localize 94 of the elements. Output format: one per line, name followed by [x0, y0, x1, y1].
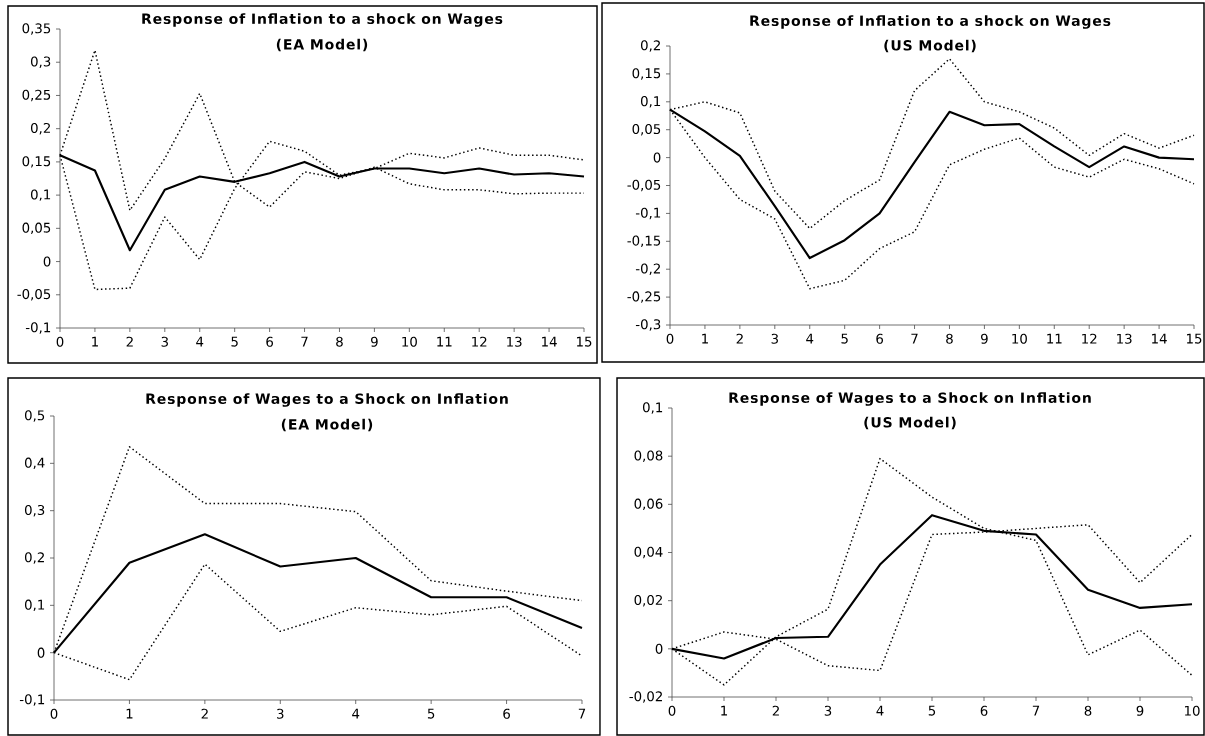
y-tick-label: 0,2 — [30, 122, 50, 135]
x-tick-label: 15 — [1186, 333, 1202, 344]
x-tick-label: 8 — [1084, 705, 1092, 716]
x-tick-label: 0 — [56, 336, 64, 347]
x-tick-label: 4 — [806, 333, 814, 344]
x-tick-label: 2 — [772, 705, 779, 716]
x-tick-label: 2 — [126, 336, 133, 347]
x-tick-label: 2 — [201, 708, 208, 719]
y-tick-label: -0,15 — [627, 235, 661, 248]
text: (US Model) — [864, 416, 956, 430]
y-tick-label: -0,02 — [629, 691, 662, 703]
y-tick-label: 0,04 — [634, 546, 663, 559]
y-tick-label: -0,1 — [25, 322, 51, 334]
x-tick-label: 11 — [1047, 333, 1062, 344]
y-tick-label: 0,5 — [24, 410, 45, 422]
y-tick-label: 0,02 — [634, 594, 662, 607]
y-tick-label: 0,05 — [632, 123, 661, 136]
x-tick-label: 14 — [542, 336, 557, 347]
x-tick-label: 9 — [981, 333, 988, 344]
x-tick-label: 5 — [231, 336, 238, 347]
text: (EA Model) — [276, 38, 368, 52]
y-tick-label: 0,25 — [22, 89, 51, 102]
y-tick-label: 0,3 — [24, 504, 45, 517]
x-tick-label: 7 — [1032, 705, 1040, 716]
y-tick-label: 0,15 — [632, 68, 661, 80]
y-tick-label: 0 — [653, 152, 661, 163]
chart-title: Response of Inflation to a shock on Wages — [750, 15, 1111, 29]
x-tick-label: 13 — [507, 336, 522, 347]
x-tick-label: 3 — [277, 708, 284, 719]
y-tick-label: 0,2 — [640, 40, 660, 52]
x-tick-label: 14 — [1152, 333, 1167, 344]
x-tick-label: 10 — [1184, 705, 1200, 716]
y-tick-label: 0,05 — [22, 222, 51, 235]
y-tick-label: -0,1 — [19, 694, 45, 706]
y-tick-label: 0,35 — [22, 23, 51, 35]
x-tick-label: 13 — [1117, 333, 1132, 344]
x-tick-label: 3 — [161, 336, 168, 347]
y-tick-label: 0,4 — [24, 457, 45, 470]
y-tick-label: 0,06 — [634, 498, 663, 511]
x-tick-label: 6 — [980, 705, 988, 716]
x-tick-label: 6 — [266, 336, 274, 347]
x-tick-label: 12 — [472, 336, 487, 347]
x-tick-label: 3 — [824, 705, 832, 716]
x-tick-label: 4 — [352, 708, 360, 719]
y-tick-label: 0,2 — [24, 552, 44, 564]
y-tick-label: 0 — [37, 647, 45, 658]
y-tick-label: -0,05 — [17, 289, 51, 301]
y-tick-label: -0,05 — [627, 179, 661, 192]
chart-title: Response of Wages to a Shock on Inflation — [729, 392, 1091, 406]
x-tick-label: 7 — [911, 333, 918, 344]
chart-subtitle: (US Model) — [884, 39, 976, 53]
x-tick-label: 12 — [1082, 333, 1097, 344]
y-tick-label: 0 — [655, 643, 663, 654]
x-tick-label: 4 — [196, 336, 204, 347]
x-tick-label: 10 — [1012, 333, 1027, 344]
y-tick-label: 0,1 — [24, 599, 45, 612]
x-tick-label: 1 — [92, 336, 98, 347]
x-tick-label: 10 — [402, 336, 417, 347]
y-tick-label: 0,1 — [642, 402, 663, 414]
y-tick-label: 0,08 — [634, 450, 663, 462]
x-tick-label: 8 — [946, 333, 953, 344]
y-tick-label: -0,3 — [635, 319, 661, 331]
x-tick-label: 0 — [50, 708, 58, 719]
chart-title: Response of Wages to a Shock on Inflation — [146, 393, 508, 407]
x-tick-label: 15 — [576, 336, 592, 347]
x-tick-label: 5 — [427, 708, 435, 719]
y-tick-label: 0,15 — [22, 156, 51, 168]
x-tick-label: 9 — [1136, 705, 1144, 716]
x-tick-label: 3 — [771, 333, 778, 344]
x-tick-label: 1 — [702, 333, 708, 344]
y-tick-label: -0,25 — [627, 291, 661, 303]
x-tick-label: 6 — [503, 708, 510, 719]
x-tick-label: 1 — [126, 708, 133, 719]
x-tick-label: 0 — [668, 705, 676, 716]
x-tick-label: 8 — [336, 336, 343, 347]
y-tick-label: 0,3 — [30, 56, 51, 68]
x-tick-label: 9 — [371, 336, 378, 347]
y-tick-label: 0 — [43, 256, 51, 267]
x-tick-label: 11 — [437, 336, 452, 347]
x-tick-label: 7 — [301, 336, 308, 347]
x-tick-label: 5 — [841, 333, 848, 344]
chart-subtitle: (EA Model) — [281, 418, 373, 432]
x-tick-label: 5 — [928, 705, 936, 716]
x-tick-label: 4 — [876, 705, 884, 716]
chart-title: Response of Inflation to a shock on Wages — [142, 13, 503, 27]
y-tick-label: -0,1 — [635, 207, 661, 220]
x-tick-label: 0 — [666, 333, 674, 344]
x-tick-label: 7 — [578, 708, 586, 719]
x-tick-label: 6 — [876, 333, 884, 344]
x-tick-label: 2 — [736, 333, 743, 344]
y-tick-label: 0,1 — [30, 189, 51, 201]
y-tick-label: -0,2 — [635, 263, 660, 275]
y-tick-label: 0,1 — [640, 96, 661, 108]
x-tick-label: 1 — [721, 705, 728, 716]
